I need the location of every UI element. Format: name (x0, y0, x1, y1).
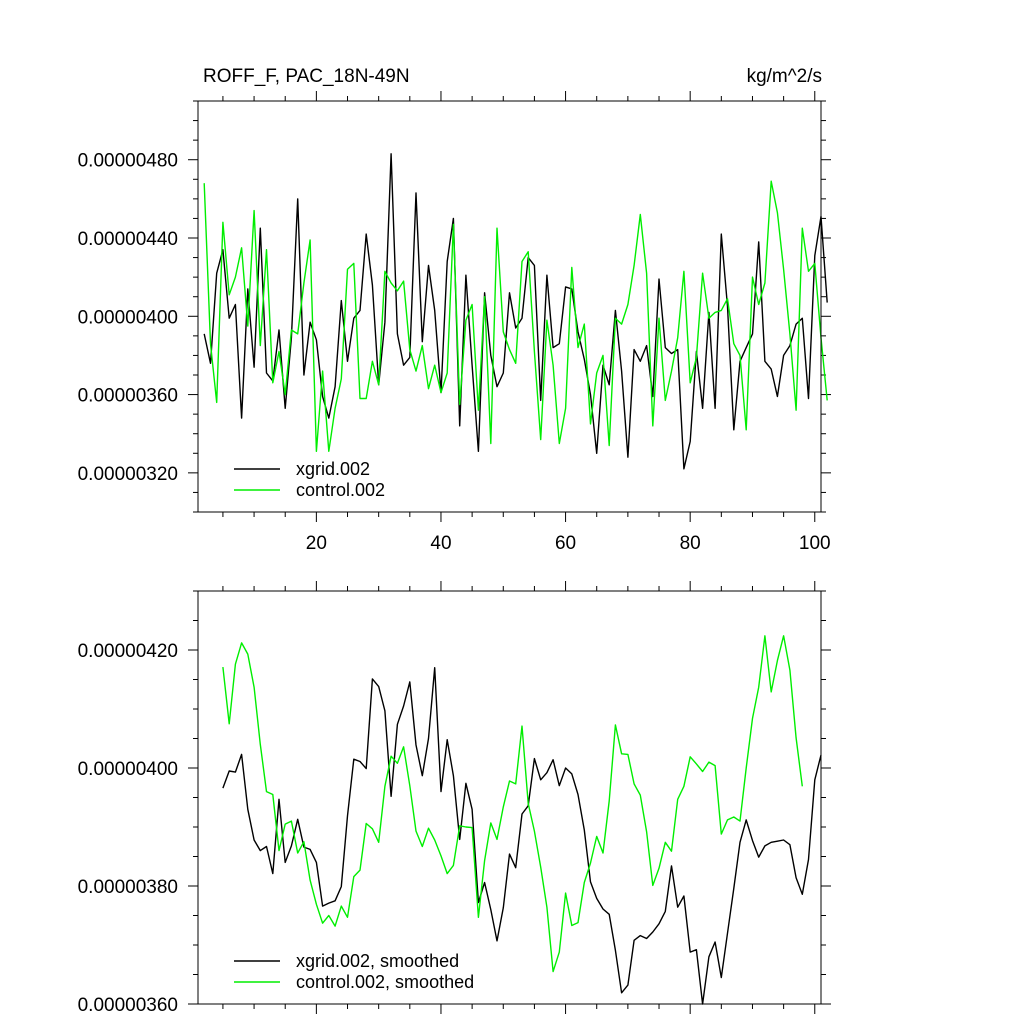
series-line-xgrid-002-smoothed (222, 667, 822, 1005)
top-panel: 20 40 60 80 100 0.00000320 0.00000360 0.0000040… (78, 91, 831, 554)
y-tick-label: 0.00000480 (78, 151, 178, 172)
series-line-control-002-smoothed (222, 635, 803, 973)
units-label: kg/m^2/s (747, 66, 822, 87)
legend-label-control-smoothed: control.002, smoothed (296, 972, 474, 992)
x-tick-label: 60 (555, 533, 576, 554)
top-panel-ticks: 20 40 60 80 100 0.00000320 0.00000360 0.0000040… (78, 91, 831, 554)
x-tick-label: 80 (680, 533, 701, 554)
bottom-panel-frame (197, 590, 822, 1005)
y-tick-label: 0.00000420 (78, 641, 178, 662)
top-panel-series (203, 153, 828, 470)
bottom-panel-ticks: 0.00000360 0.00000380 0.00000400 0.00000420 (78, 581, 831, 1016)
y-tick-label: 0.00000320 (78, 464, 178, 485)
x-tick-label: 100 (799, 533, 831, 554)
series-line-control-002 (203, 180, 828, 452)
legend-label-control: control.002 (296, 480, 385, 500)
y-tick-label: 0.00000440 (78, 229, 178, 250)
legend-label-xgrid-smoothed: xgrid.002, smoothed (296, 951, 459, 971)
bottom-panel-legend: xgrid.002, smoothed control.002, smoothe… (234, 951, 474, 992)
y-tick-label: 0.00000380 (78, 877, 178, 898)
series-line-xgrid-002 (203, 153, 828, 470)
top-panel-legend: xgrid.002 control.002 (234, 459, 385, 500)
x-tick-label: 40 (430, 533, 451, 554)
bottom-panel-series (222, 635, 822, 1005)
chart-title: ROFF_F, PAC_18N-49N (203, 66, 410, 87)
y-tick-label: 0.00000360 (78, 386, 178, 407)
y-tick-label: 0.00000400 (78, 759, 178, 780)
y-tick-label: 0.00000400 (78, 307, 178, 328)
y-tick-label: 0.00000360 (78, 995, 178, 1016)
top-panel-frame (197, 100, 822, 513)
x-tick-label: 20 (306, 533, 327, 554)
legend-label-xgrid: xgrid.002 (296, 459, 370, 479)
bottom-panel: 0.00000360 0.00000380 0.00000400 0.00000420… (78, 581, 831, 1016)
